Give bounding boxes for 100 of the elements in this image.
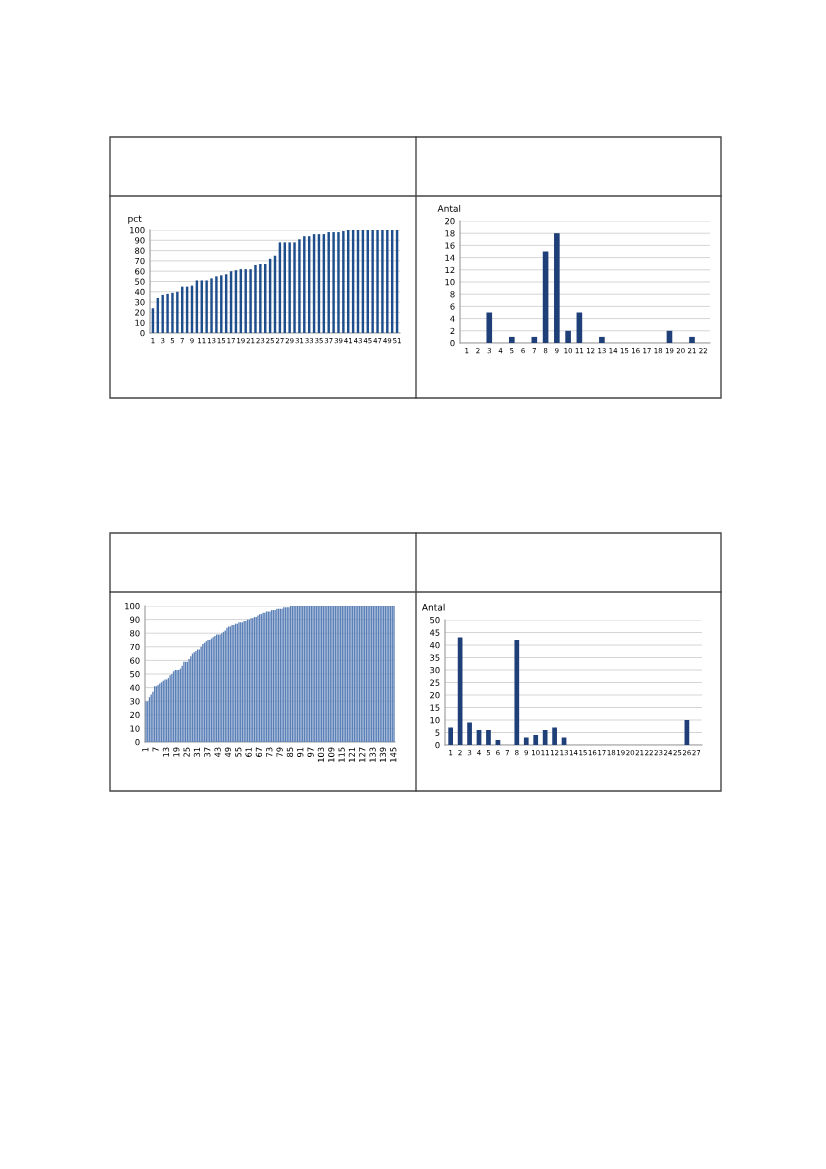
y-tick-label: 40 — [129, 684, 140, 691]
y-tick-label: 12 — [445, 266, 455, 273]
bar — [486, 312, 493, 343]
bar — [176, 291, 179, 333]
y-tick-label: 10 — [445, 278, 455, 286]
y-tick-label: 70 — [130, 643, 140, 651]
bar — [337, 232, 340, 333]
x-tick-label: 37 — [204, 747, 211, 757]
y-tick-label: 20 — [430, 691, 440, 699]
bar — [376, 230, 379, 333]
x-tick-label: 109 — [328, 747, 335, 762]
y-tick-label: 4 — [450, 315, 455, 322]
bar — [205, 280, 208, 333]
y-tick-label: 0 — [435, 741, 440, 749]
y-tick-label: 15 — [430, 704, 440, 711]
bar — [210, 278, 213, 333]
bar — [467, 722, 472, 745]
x-tick-label: 73 — [266, 747, 273, 757]
x-tick-label: 31 — [193, 747, 201, 757]
bar — [508, 336, 515, 343]
bar — [166, 293, 169, 333]
x-tick-label: 19 — [173, 747, 180, 757]
y-tick-label: 2 — [450, 327, 455, 334]
x-tick-label: 49 — [224, 747, 232, 758]
y-tick-label: 0 — [140, 329, 145, 337]
y-tick-label: 6 — [450, 303, 455, 310]
x-tick-label: 67 — [255, 747, 263, 757]
x-tick-label: 115 — [338, 747, 345, 762]
x-tick-label: 97 — [307, 747, 314, 757]
y-tick-label: 35 — [430, 654, 440, 661]
bar — [514, 640, 520, 745]
bar — [215, 276, 218, 333]
y-tick-label: 30 — [430, 666, 440, 674]
y-tick-label: 18 — [445, 230, 455, 237]
y-tick-label: 100 — [125, 602, 140, 610]
bar — [523, 737, 529, 745]
x-tick-label: 43 — [214, 747, 221, 758]
bar — [552, 727, 557, 745]
y-tick-label: 10 — [430, 716, 440, 724]
y-tick-label: 60 — [130, 657, 140, 664]
x-tick-label: 91 — [297, 747, 304, 757]
y-tick-label: 90 — [135, 237, 145, 244]
y-tick-label: 100 — [130, 226, 145, 234]
bar — [565, 330, 571, 343]
bar — [259, 263, 262, 333]
x-tick-label: 85 — [286, 747, 294, 757]
y-axis-title: Antal — [437, 204, 461, 212]
y-axis-title: Antal — [421, 603, 445, 611]
bar — [220, 275, 223, 333]
y-tick-label: 50 — [430, 616, 440, 624]
bar — [327, 232, 330, 333]
y-tick-label: 45 — [429, 629, 440, 636]
y-tick-label: 16 — [445, 242, 455, 249]
y-tick-label: 50 — [135, 278, 145, 285]
y-tick-label: 8 — [450, 291, 455, 298]
bar — [332, 232, 335, 333]
y-tick-label: 50 — [130, 670, 140, 678]
y-tick-label: 60 — [135, 268, 145, 275]
y-tick-label: 20 — [135, 309, 145, 316]
y-tick-label: 40 — [134, 288, 145, 296]
x-tick-label: 7 — [152, 747, 159, 752]
y-tick-label: 30 — [135, 299, 145, 306]
bar — [249, 269, 252, 333]
y-tick-label: 10 — [130, 725, 140, 732]
x-tick-label: 103 — [317, 747, 325, 762]
bar — [171, 292, 174, 333]
bar — [244, 269, 247, 333]
y-tick-label: 5 — [435, 729, 440, 736]
y-tick-label: 0 — [450, 339, 455, 347]
bar — [689, 336, 695, 343]
x-tick-label: 61 — [245, 747, 252, 757]
y-tick-label: 30 — [130, 698, 140, 705]
y-tick-label: 80 — [130, 630, 140, 637]
x-tick-label: 145 — [390, 747, 397, 762]
y-tick-label: 25 — [430, 679, 440, 686]
bar — [533, 735, 539, 745]
bar — [448, 727, 454, 745]
x-tick-label: 79 — [276, 747, 283, 757]
x-tick-label: 121 — [348, 747, 355, 762]
y-tick-label: 10 — [135, 319, 145, 326]
x-tick-label: 25 — [183, 747, 190, 757]
y-axis-title: pct — [128, 215, 142, 224]
y-tick-label: 40 — [429, 641, 440, 649]
x-tick-label: 127 — [359, 747, 366, 762]
x-tick-label: 1 — [142, 747, 149, 752]
bar — [293, 242, 296, 333]
y-tick-label: 20 — [130, 711, 140, 719]
y-tick-label: 90 — [130, 616, 140, 623]
bar — [599, 336, 605, 343]
bar — [303, 236, 306, 333]
y-tick-label: 70 — [135, 257, 145, 265]
x-tick-label: 139 — [379, 747, 387, 762]
bar — [542, 730, 548, 745]
bar — [381, 230, 384, 333]
y-tick-label: 20 — [445, 217, 455, 225]
x-tick-label: 13 — [162, 747, 170, 757]
bar — [342, 231, 345, 333]
x-tick-label: 55 — [235, 747, 242, 757]
bar — [386, 230, 389, 333]
bar — [254, 265, 257, 333]
